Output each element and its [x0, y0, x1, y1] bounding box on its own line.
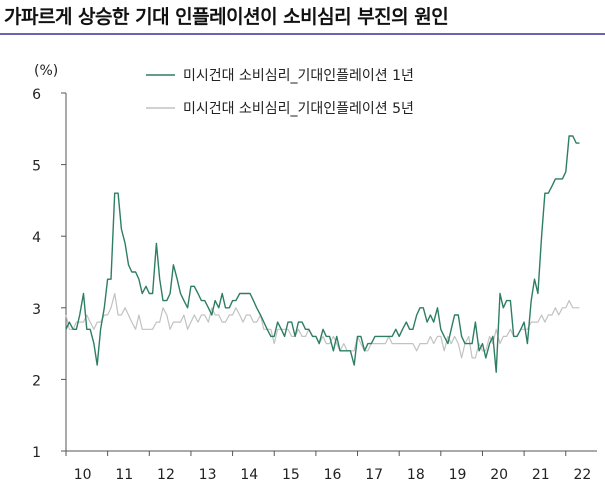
- chart-series: [65, 135, 580, 373]
- x-tick-label: 14: [240, 467, 258, 483]
- y-tick-label: 2: [32, 373, 41, 389]
- x-tick-label: 18: [407, 467, 425, 483]
- series-line-5y: [65, 292, 580, 359]
- x-tick-label: 22: [574, 467, 592, 483]
- legend-label-1y: 미시건대 소비심리_기대인플레이션 1년: [183, 68, 414, 84]
- x-tick-label: 21: [532, 467, 550, 483]
- y-tick-label: 3: [32, 302, 41, 318]
- chart-legend: 미시건대 소비심리_기대인플레이션 1년 미시건대 소비심리_기대인플레이션 5…: [146, 68, 414, 117]
- x-tick-label: 10: [74, 467, 92, 483]
- x-tick-label: 12: [157, 467, 175, 483]
- legend-label-5y: 미시건대 소비심리_기대인플레이션 5년: [183, 101, 414, 117]
- series-line-1y: [65, 135, 580, 373]
- x-tick-label: 17: [365, 467, 383, 483]
- x-tick-label: 15: [282, 467, 300, 483]
- title-divider: [0, 33, 605, 35]
- x-tick-label: 20: [490, 467, 508, 483]
- y-axis-unit-label: (%): [34, 63, 58, 79]
- y-tick-label: 5: [32, 159, 41, 175]
- y-tick-label: 1: [32, 445, 41, 461]
- x-tick-label: 11: [115, 467, 133, 483]
- page-title: 가파르게 상승한 기대 인플레이션이 소비심리 부진의 원인: [4, 6, 449, 28]
- y-tick-label: 6: [32, 87, 41, 103]
- x-tick-label: 16: [324, 467, 342, 483]
- x-tick-label: 13: [199, 467, 217, 483]
- x-tick-label: 19: [449, 467, 467, 483]
- y-tick-label: 4: [32, 230, 41, 246]
